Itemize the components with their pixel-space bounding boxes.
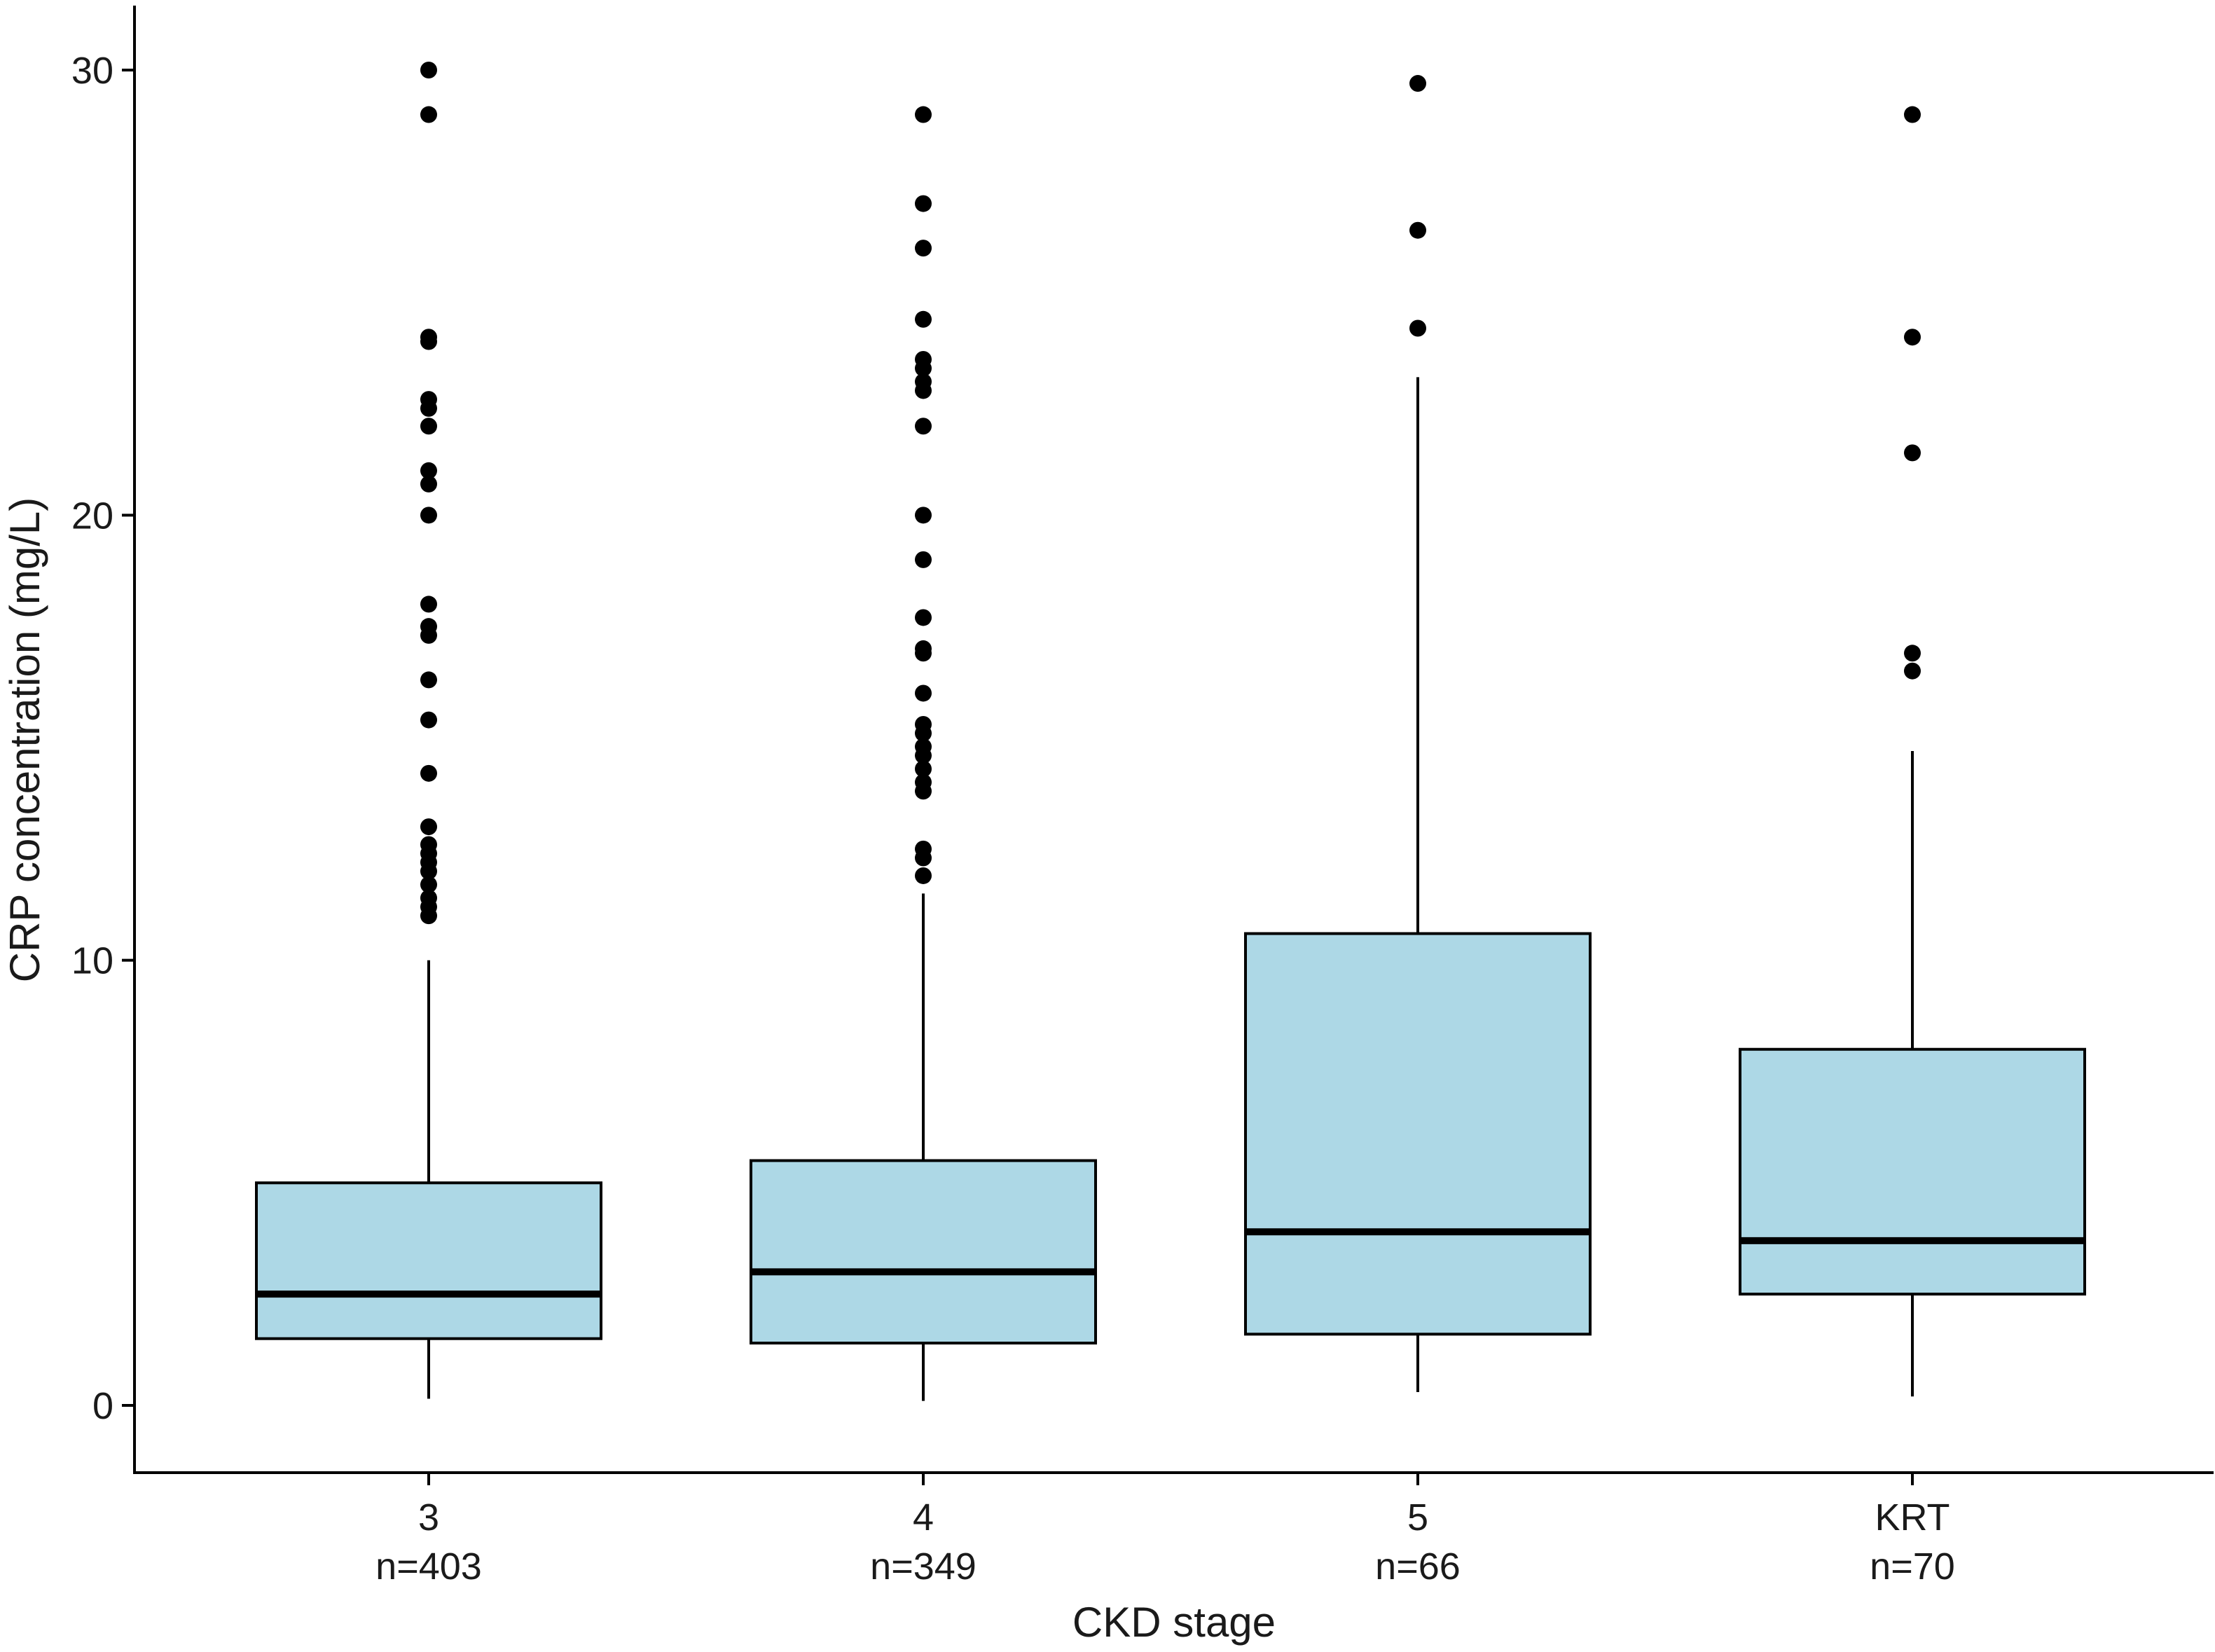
outlier-point: [915, 195, 932, 212]
outlier-point: [1409, 319, 1426, 337]
iqr-box: [750, 1159, 1097, 1345]
outlier-point: [420, 333, 437, 350]
box-group-3: [255, 62, 602, 1399]
iqr-box: [1244, 932, 1592, 1336]
outlier-point: [420, 507, 437, 524]
outlier-point: [420, 62, 437, 78]
outlier-point: [1904, 662, 1921, 680]
outlier-point: [915, 849, 932, 867]
outlier-point: [420, 399, 437, 417]
outlier-point: [915, 106, 932, 123]
outlier-point: [915, 645, 932, 662]
x-tick-n-label: n=349: [870, 1546, 977, 1588]
outlier-point: [1904, 444, 1921, 462]
outlier-point: [915, 747, 932, 764]
outlier-point: [1409, 221, 1426, 239]
outlier-point: [915, 684, 932, 702]
y-ticks: 0 10 20 30: [71, 50, 134, 1427]
x-tick-n-label: n=66: [1375, 1546, 1461, 1588]
outlier-point: [915, 609, 932, 626]
box-group-4: [750, 106, 1097, 1401]
iqr-box: [255, 1181, 602, 1340]
outlier-point: [420, 596, 437, 613]
box-groups: [255, 62, 2086, 1401]
x-tick-n-label: n=403: [375, 1546, 482, 1588]
outlier-point: [1904, 329, 1921, 346]
outlier-point: [915, 783, 932, 800]
iqr-box: [1739, 1047, 2086, 1296]
outlier-point: [1904, 106, 1921, 123]
y-axis-title: CRP concentration (mg/L): [1, 497, 48, 983]
x-ticks: 3 n=403 4 n=349 5 n=66 KRT n=70: [375, 1473, 1955, 1588]
outlier-point: [915, 551, 932, 568]
outlier-point: [915, 507, 932, 524]
x-axis-title: CKD stage: [1072, 1599, 1276, 1646]
outlier-point: [915, 359, 932, 377]
y-tick-label: 10: [71, 940, 113, 982]
x-tick-label: 3: [418, 1496, 439, 1539]
outlier-point: [420, 671, 437, 689]
x-tick-label: 4: [913, 1496, 934, 1539]
x-tick-n-label: n=70: [1870, 1546, 1955, 1588]
outlier-point: [420, 106, 437, 123]
x-tick-label: KRT: [1875, 1496, 1950, 1539]
outlier-point: [915, 240, 932, 257]
outlier-point: [420, 907, 437, 925]
y-tick-label: 20: [71, 495, 113, 537]
y-tick-label: 0: [92, 1385, 113, 1427]
outlier-point: [420, 876, 437, 893]
outlier-point: [420, 711, 437, 729]
outlier-point: [420, 764, 437, 782]
outlier-point: [915, 418, 932, 435]
outlier-point: [420, 462, 437, 479]
box-group-krt: [1739, 106, 2086, 1397]
x-tick-label: 5: [1407, 1496, 1428, 1539]
box-group-5: [1244, 75, 1592, 1392]
outlier-point: [420, 418, 437, 435]
outlier-point: [420, 862, 437, 880]
outlier-point: [915, 867, 932, 884]
y-tick-label: 30: [71, 50, 113, 92]
outlier-point: [420, 475, 437, 493]
outlier-point: [915, 760, 932, 778]
outlier-point: [915, 382, 932, 399]
outlier-point: [420, 818, 437, 836]
outlier-point: [1904, 645, 1921, 662]
outlier-point: [1409, 75, 1426, 92]
outlier-point: [915, 310, 932, 328]
outlier-point: [915, 724, 932, 742]
outlier-point: [420, 626, 437, 644]
